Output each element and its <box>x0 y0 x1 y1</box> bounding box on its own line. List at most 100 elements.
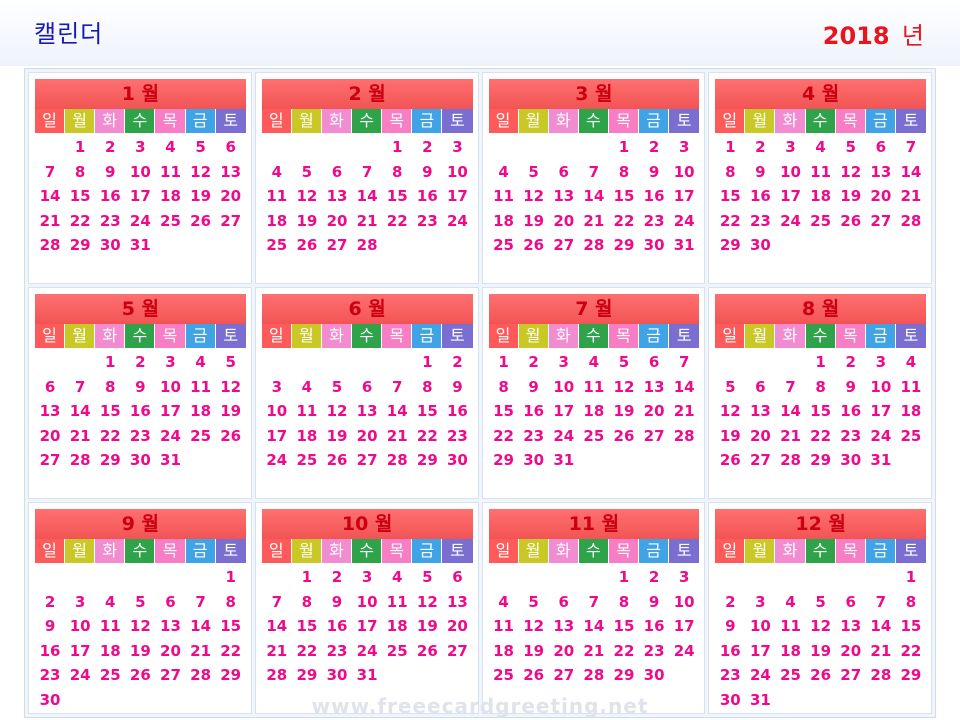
weekday-label: 월 <box>65 324 96 348</box>
day-cell: 2 <box>648 568 660 586</box>
day-cell: 23 <box>447 426 468 445</box>
day-cell: 26 <box>326 451 348 469</box>
day-grid: 1 2 3 4 5 6 7 8 9 10 11 12 13 14 15 16 17 18 19 20 21 22 23 24 2… <box>262 350 473 473</box>
day-cell: 16 <box>416 187 438 205</box>
day-cell: 2 <box>105 138 116 156</box>
day-cell: 5 <box>225 353 236 371</box>
day-cell: 11 <box>493 617 514 635</box>
day-cell: 10 <box>553 377 575 396</box>
weekday-label: 화 <box>548 324 579 348</box>
month-block: 6 월 일 월 화 수 목 금 토 1 2 3 4 5 6 7 8 9 10 11 12 13 14 15 16 17 18 19 2… <box>254 287 479 499</box>
month-title: 9 월 <box>35 509 246 539</box>
day-cell: 7 <box>588 592 600 611</box>
day-cell: 2 <box>528 353 539 371</box>
weekday-label: 일 <box>35 109 66 133</box>
day-cell: 9 <box>648 592 660 611</box>
weekday-label: 토 <box>669 324 700 348</box>
day-cell: 11 <box>160 162 181 181</box>
day-cell: 15 <box>613 187 635 205</box>
day-cell: 18 <box>266 211 288 230</box>
day-cell: 2 <box>452 353 463 371</box>
day-cell: 14 <box>583 617 605 635</box>
weekday-label: 월 <box>291 539 322 563</box>
day-cell: 13 <box>870 162 892 181</box>
day-cell: 20 <box>39 426 61 445</box>
day-cell: 27 <box>447 641 468 660</box>
day-cell: 25 <box>810 211 832 230</box>
day-cell: 4 <box>498 162 509 181</box>
day-cell: 15 <box>613 617 635 635</box>
day-cell: 3 <box>875 353 887 371</box>
month-title: 5 월 <box>35 294 246 324</box>
day-cell: 16 <box>99 187 121 205</box>
day-cell: 23 <box>840 426 862 445</box>
empty-cell <box>322 135 352 160</box>
day-cell: 15 <box>386 187 408 205</box>
day-cell: 26 <box>129 666 151 684</box>
empty-cell <box>519 135 549 160</box>
weekday-label: 수 <box>352 324 383 348</box>
day-cell: 13 <box>749 402 771 420</box>
weekday-label: 토 <box>895 109 926 133</box>
day-cell: 27 <box>160 666 181 684</box>
day-cell: 21 <box>266 641 288 660</box>
day-cell: 7 <box>678 353 690 371</box>
day-cell: 8 <box>905 592 917 611</box>
day-cell: 8 <box>815 377 826 396</box>
day-cell: 21 <box>673 402 695 420</box>
day-cell: 10 <box>780 162 801 181</box>
day-cell: 21 <box>39 211 61 230</box>
day-cell: 13 <box>840 617 862 635</box>
month-block: 2 월 일 월 화 수 목 금 토 1 2 3 4 5 6 7 8 9 10 11 12 13 14 15 16 17 18 19 2… <box>254 72 479 284</box>
day-cell: 13 <box>39 402 61 420</box>
day-cell: 7 <box>785 377 796 396</box>
day-cell: 24 <box>447 211 468 230</box>
day-cell: 30 <box>749 236 771 254</box>
weekday-label: 화 <box>321 324 353 348</box>
day-cell: 4 <box>588 353 600 371</box>
day-cell: 9 <box>845 377 856 396</box>
month-block: 11 월 일 월 화 수 목 금 토 1 2 3 4 5 6 7 8 9 10 11 12 13 14 15 16 17 18 19… <box>481 502 706 714</box>
day-cell: 22 <box>220 641 242 660</box>
day-cell: 13 <box>220 162 242 181</box>
day-cell: 14 <box>780 402 801 420</box>
day-cell: 12 <box>613 377 635 396</box>
weekday-label: 일 <box>488 109 519 133</box>
day-cell: 16 <box>39 641 61 660</box>
weekday-label: 월 <box>65 539 96 563</box>
day-cell: 28 <box>69 451 91 469</box>
day-cell: 30 <box>840 451 862 469</box>
empty-cell <box>262 135 292 160</box>
day-cell: 14 <box>39 187 61 205</box>
day-cell: 29 <box>493 451 514 469</box>
day-cell: 27 <box>749 451 771 469</box>
day-cell: 20 <box>870 187 892 205</box>
day-cell: 30 <box>99 236 121 254</box>
day-cell: 12 <box>190 162 212 181</box>
month-block: 10 월 일 월 화 수 목 금 토 1 2 3 4 5 6 7 8 9 10 11 12 13 14 15 16 17 18 19… <box>254 502 479 714</box>
weekday-label: 화 <box>95 109 126 133</box>
day-cell: 9 <box>135 377 146 396</box>
day-cell: 2 <box>845 353 856 371</box>
day-grid: 1 2 3 4 5 6 7 8 9 10 11 12 13 14 15 16 17 18 19 20 21 22 23 24 2… <box>35 565 246 712</box>
day-cell: 27 <box>326 236 348 254</box>
day-grid: 1 2 3 4 5 6 7 8 9 10 11 12 13 14 15 16 17 18 19 20 21 22 23 24 2… <box>715 350 926 473</box>
day-cell: 31 <box>749 690 771 709</box>
day-cell: 12 <box>523 187 545 205</box>
day-cell: 9 <box>452 377 463 396</box>
day-cell: 10 <box>673 162 695 181</box>
day-cell: 31 <box>129 236 151 254</box>
weekday-label: 토 <box>895 539 926 563</box>
weekday-label: 토 <box>895 324 926 348</box>
day-cell: 15 <box>296 617 318 635</box>
day-cell: 27 <box>220 211 242 230</box>
weekday-label: 수 <box>125 539 156 563</box>
day-cell: 15 <box>493 402 514 420</box>
day-cell: 13 <box>553 187 575 205</box>
day-cell: 19 <box>719 426 741 445</box>
day-cell: 25 <box>493 236 514 254</box>
day-cell: 5 <box>618 353 630 371</box>
day-cell: 21 <box>356 211 378 230</box>
day-cell: 5 <box>135 592 146 611</box>
day-cell: 27 <box>643 426 665 445</box>
